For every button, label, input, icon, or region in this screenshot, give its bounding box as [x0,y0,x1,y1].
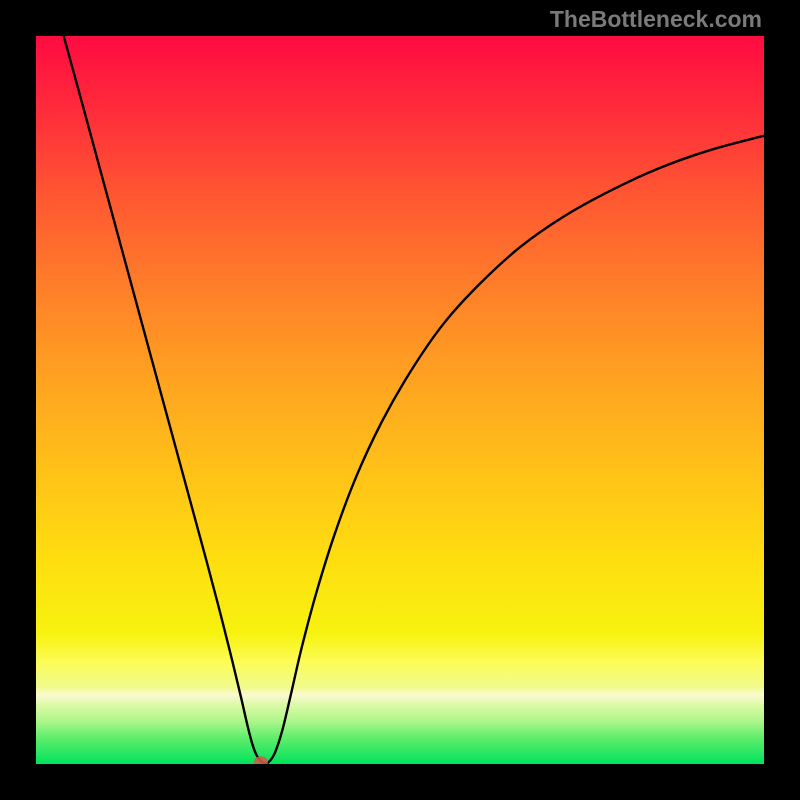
bottleneck-curve [64,36,764,763]
plot-area [36,36,764,764]
curve-layer [36,36,764,764]
chart-container: TheBottleneck.com [0,0,800,800]
optimal-point-marker [254,756,268,764]
watermark-text: TheBottleneck.com [550,6,762,33]
